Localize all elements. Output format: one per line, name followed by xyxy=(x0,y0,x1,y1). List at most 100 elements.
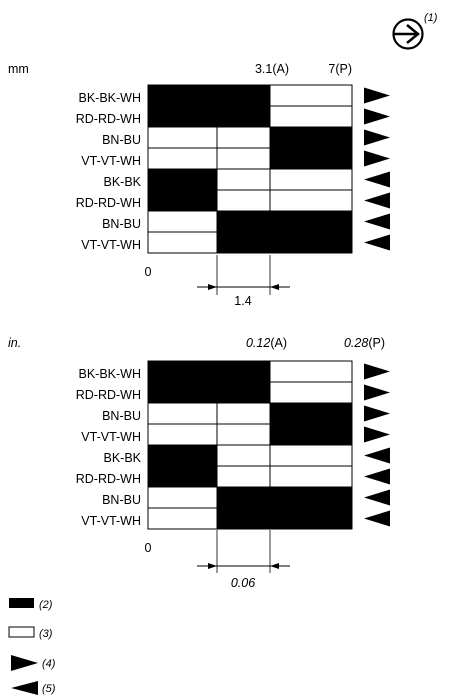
mm-cell xyxy=(216,231,271,254)
in-direction-triangle-icon xyxy=(364,510,390,527)
in-cell xyxy=(216,486,271,509)
mm-cell xyxy=(147,210,218,233)
mm-cell xyxy=(216,210,271,233)
mm-cell xyxy=(147,147,218,170)
legend-label-open: (3) xyxy=(39,628,53,640)
in-direction-triangle-icon xyxy=(364,405,390,422)
mm-wire-label: BN-BU xyxy=(102,133,141,147)
legend-label-filled: (2) xyxy=(39,599,53,611)
in-direction-triangle-icon xyxy=(364,426,390,443)
mm-dimension-marker xyxy=(197,255,290,295)
in-cell xyxy=(147,360,218,383)
in-direction-triangle-icon xyxy=(364,447,390,464)
in-cell xyxy=(147,423,218,446)
mm-position-p-label: 7(P) xyxy=(328,62,352,76)
in-position-a-suffix: (A) xyxy=(270,336,287,350)
mm-direction-triangle-icon xyxy=(364,87,390,104)
mm-cell xyxy=(147,126,218,149)
in-dimension-marker xyxy=(197,530,290,573)
in-cell xyxy=(216,402,271,425)
in-cell xyxy=(269,486,353,509)
mm-cell xyxy=(147,231,218,254)
in-wire-label: BN-BU xyxy=(102,409,141,423)
mm-wire-label: BN-BU xyxy=(102,217,141,231)
in-cell xyxy=(269,423,353,446)
mm-cell xyxy=(269,210,353,233)
mm-cell xyxy=(269,231,353,254)
mm-cell xyxy=(269,105,353,128)
in-cell xyxy=(216,444,271,467)
in-cell xyxy=(147,507,218,530)
mm-cell xyxy=(269,147,353,170)
in-cell xyxy=(269,402,353,425)
in-direction-triangle-icon xyxy=(364,468,390,485)
in-cell xyxy=(147,444,218,467)
mm-contact-grid: BK-BK-WH RD-RD-WH BN-BU VT-VT-WH BK-BK RD-RD-… xyxy=(76,84,390,254)
mm-cell xyxy=(216,126,271,149)
mm-cell xyxy=(216,189,271,212)
legend-label-right: (4) xyxy=(42,658,56,670)
legend-open-rectangle-icon xyxy=(8,626,35,638)
in-cell xyxy=(147,486,218,509)
in-wire-label: VT-VT-WH xyxy=(81,430,141,444)
in-cell xyxy=(269,381,353,404)
mm-cell xyxy=(216,105,271,128)
mm-wire-label: BK-BK-WH xyxy=(79,91,142,105)
mm-cell xyxy=(147,84,218,107)
mm-wire-label: RD-RD-WH xyxy=(76,196,141,210)
in-wire-label: BK-BK-WH xyxy=(79,367,142,381)
in-position-a-label: 0.12(A) xyxy=(246,336,287,350)
mm-cell xyxy=(269,126,353,149)
mm-cell xyxy=(216,84,271,107)
in-cell xyxy=(269,465,353,488)
mm-cell xyxy=(216,147,271,170)
in-cell xyxy=(147,402,218,425)
in-direction-triangle-icon xyxy=(364,363,390,380)
mm-cell xyxy=(269,84,353,107)
in-direction-triangle-icon xyxy=(364,384,390,401)
mm-wire-label: VT-VT-WH xyxy=(81,238,141,252)
legend-triangle-left-icon xyxy=(11,681,38,695)
in-cell xyxy=(269,360,353,383)
in-cell xyxy=(216,381,271,404)
in-direction-triangle-icon xyxy=(364,489,390,506)
legend-filled-rectangle-icon xyxy=(9,598,34,608)
direction-callout: (1) xyxy=(424,12,438,24)
mm-wire-label: BK-BK xyxy=(103,175,141,189)
legend: (2) (3) (4) (5) xyxy=(8,598,56,695)
mm-direction-triangle-icon xyxy=(364,234,390,251)
in-dimension-label: 0.06 xyxy=(231,576,255,590)
mm-cell xyxy=(269,189,353,212)
mm-zero-label: 0 xyxy=(145,265,152,279)
in-wire-label: RD-RD-WH xyxy=(76,472,141,486)
direction-arrow-icon xyxy=(392,18,424,50)
in-cell xyxy=(216,465,271,488)
mm-direction-triangle-icon xyxy=(364,129,390,146)
in-contact-grid: BK-BK-WH RD-RD-WH BN-BU VT-VT-WH BK-BK RD-RD-… xyxy=(76,360,390,530)
in-position-p-label: 0.28(P) xyxy=(344,336,385,350)
in-position-p-value: 0.28 xyxy=(344,336,368,350)
in-zero-label: 0 xyxy=(145,541,152,555)
in-cell xyxy=(216,423,271,446)
in-cell xyxy=(269,444,353,467)
mm-direction-triangle-icon xyxy=(364,192,390,209)
mm-wire-label: VT-VT-WH xyxy=(81,154,141,168)
in-cell xyxy=(147,381,218,404)
mm-direction-triangle-icon xyxy=(364,150,390,167)
mm-cell xyxy=(147,168,218,191)
legend-label-left: (5) xyxy=(42,683,56,695)
in-unit-label: in. xyxy=(8,336,21,350)
mm-direction-triangle-icon xyxy=(364,171,390,188)
mm-dimension-label: 1.4 xyxy=(234,294,251,308)
mm-position-a-label: 3.1(A) xyxy=(255,62,289,76)
in-cell xyxy=(216,507,271,530)
mm-wire-label: RD-RD-WH xyxy=(76,112,141,126)
mm-cell xyxy=(147,189,218,212)
legend-triangle-right-icon xyxy=(11,655,38,671)
in-cell xyxy=(269,507,353,530)
in-wire-label: BN-BU xyxy=(102,493,141,507)
in-wire-label: BK-BK xyxy=(103,451,141,465)
mm-direction-triangle-icon xyxy=(364,108,390,125)
mm-cell xyxy=(216,168,271,191)
